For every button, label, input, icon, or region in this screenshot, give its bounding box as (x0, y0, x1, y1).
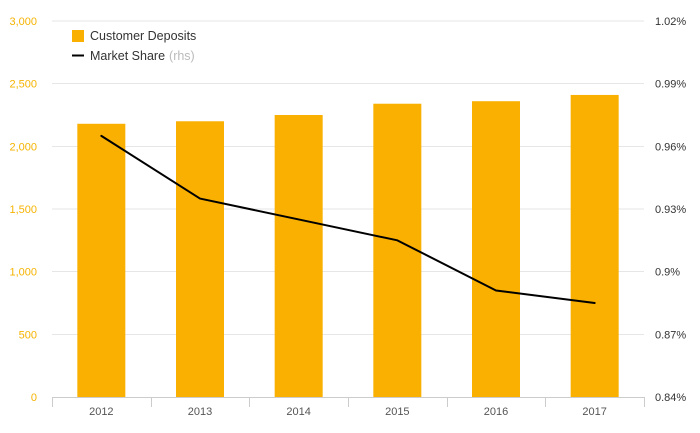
y-right-tick-label: 0.96% (655, 141, 686, 153)
legend-swatch-customer-deposits (72, 30, 84, 42)
x-tick-label-2017: 2017 (582, 406, 606, 418)
x-tick-label-2015: 2015 (385, 406, 409, 418)
bar-series (77, 94, 619, 398)
x-tick-label-2013: 2013 (188, 406, 212, 418)
y-right-tick-label: 1.02% (655, 16, 686, 28)
legend-label-customer-deposits: Customer Deposits (90, 29, 196, 43)
x-tick-label-2014: 2014 (286, 406, 310, 418)
bar-2015 (373, 103, 422, 397)
bar-2017 (570, 94, 619, 398)
legend: Customer Deposits Market Share (rhs) (72, 29, 196, 63)
y-left-tick-label: 0 (31, 392, 37, 404)
y-right-tick-label: 0.84% (655, 392, 686, 404)
line-series (100, 134, 596, 304)
y-left-tick-label: 2,500 (9, 79, 37, 91)
grid-lines (52, 20, 644, 335)
y-right-tick-label: 0.93% (655, 204, 686, 216)
y-left-tick-label: 1,500 (9, 204, 37, 216)
bar-2012 (77, 123, 126, 398)
y-right-tick-label: 0.9% (655, 267, 680, 279)
y-left-tick-label: 2,000 (9, 141, 37, 153)
y-left-tick-label: 3,000 (9, 16, 37, 28)
axes: 0 500 1,000 1,500 2,000 2,500 3,000 0.84% 0.87% 0… (9, 16, 686, 418)
legend-label-market-share: Market Share (rhs) (90, 49, 195, 63)
legend-label-market-share-suffix: (rhs) (169, 49, 195, 63)
y-right-tick-label: 0.87% (655, 329, 686, 341)
x-tick-label-2012: 2012 (89, 406, 113, 418)
bar-2013 (176, 121, 224, 398)
market-share-line (100, 134, 596, 304)
x-tick-label-2016: 2016 (484, 406, 508, 418)
y-right-tick-label: 0.99% (655, 79, 686, 91)
bar-2016 (472, 101, 520, 398)
bar-2014 (274, 115, 323, 397)
y-left-tick-label: 1,000 (9, 267, 37, 279)
y-left-tick-label: 500 (19, 329, 37, 341)
legend-label-market-share-text: Market Share (90, 49, 165, 63)
